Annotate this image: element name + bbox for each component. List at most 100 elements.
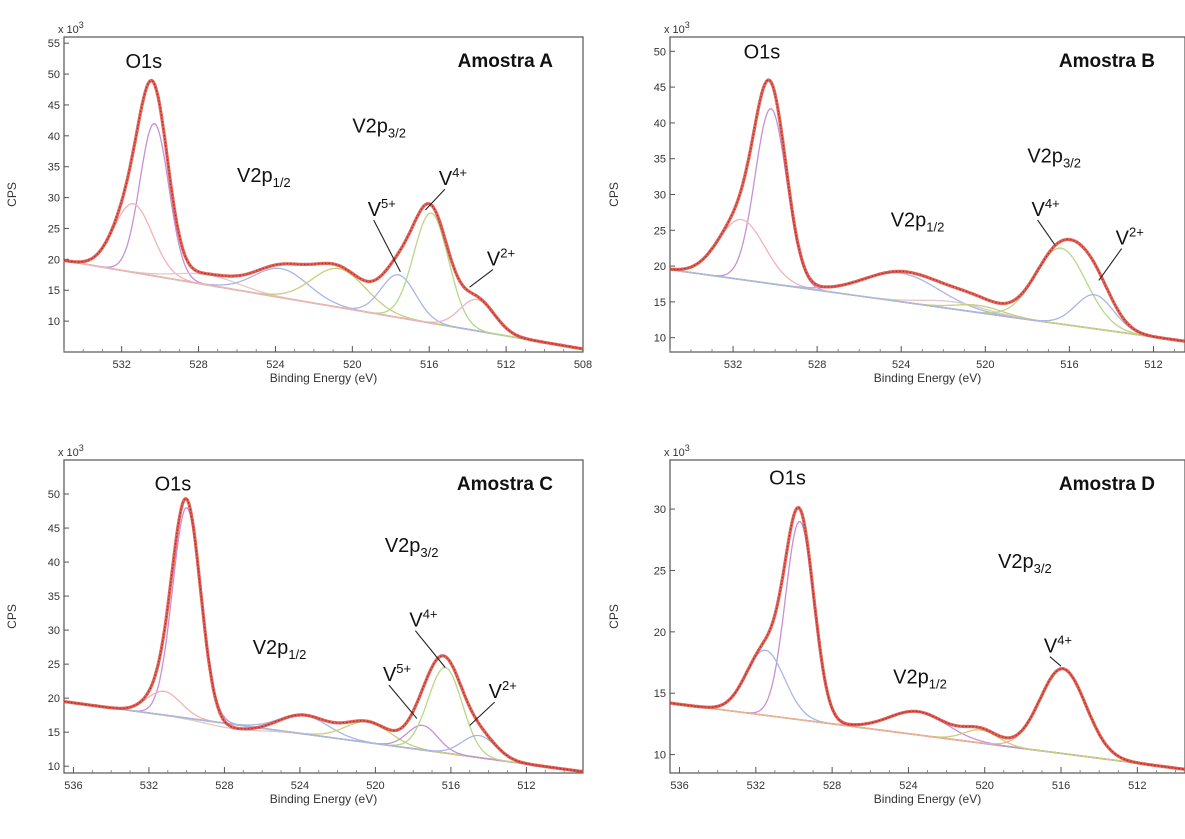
x-tick-label: 512 [1144,359,1162,371]
annotation-main: V [383,664,397,686]
plot-frame [63,459,584,774]
annotation-main: V [489,681,503,703]
y-tick-label: 20 [48,693,60,705]
peak-annotation: V2p1/2 [253,637,307,662]
x-tick-label: 512 [497,359,515,371]
sample-title: Amostra D [1059,474,1155,495]
annotation-main: V [1116,228,1130,250]
annotation-superscript: 2+ [502,678,517,693]
peak-annotation: V5+ [383,661,411,686]
annotation-subscript: 3/2 [420,545,438,560]
spectrum-data-points [63,79,584,350]
xps-chart-a: 10 15 20 25 30 35 40 45 50 55 532 528 524 520 516 512 50… [5,20,592,385]
peak-annotation: O1s [769,468,806,490]
annotation-main: V [439,168,453,190]
y-tick-label: 10 [48,761,60,773]
y-tick-label: 30 [48,193,60,205]
y-tick-label: 40 [654,118,666,130]
annotation-main: V2p [998,551,1034,573]
y-axis-label: CPS [5,604,19,629]
y-tick-label: 50 [48,69,60,81]
annotation-leader [1098,248,1123,281]
annotation-main: V [368,199,382,221]
peak-annotation: V2p1/2 [891,210,945,235]
y-axis-label: CPS [607,182,621,207]
x-tick-label: 528 [215,780,233,792]
x-tick-label: 512 [517,780,535,792]
plot-frame [63,36,584,353]
xps-chart-d: 10 15 20 25 30 536 532 528 524 520 516 512 Binding E… [607,443,1185,806]
annotation-main: V2p [352,116,388,138]
y-tick-label: 50 [654,46,666,58]
y-scale-exponent: 3 [685,20,690,30]
y-tick-label: 20 [654,627,666,639]
x-axis-label: Binding Energy (eV) [270,371,377,385]
x-tick-label: 528 [808,359,826,371]
y-tick-label: 20 [654,261,666,273]
annotation-main: V2p [237,165,273,187]
y-tick-label: 25 [48,223,60,235]
annotation-subscript: 3/2 [388,126,406,141]
y-tick-label: 45 [48,100,60,112]
x-tick-label: 520 [976,780,994,792]
y-tick-label: 10 [654,333,666,345]
sample-title: Amostra A [458,51,554,72]
annotation-leader [388,684,418,719]
spectrum-envelope [63,496,584,774]
x-axis-label: Binding Energy (eV) [270,792,377,806]
annotation-superscript: 4+ [423,607,438,622]
y-scale-exponent: 3 [79,20,84,30]
annotation-leader [424,188,446,211]
x-tick-label: 524 [291,780,309,792]
xps-panel-d: 10 15 20 25 30 536 532 528 524 520 516 512 Binding E… [602,438,1185,839]
component-peak-7 [669,269,1185,342]
y-tick-label: 25 [48,659,60,671]
peak-annotation: V4+ [1032,196,1060,221]
annotation-leader [469,701,496,726]
peak-annotation: V5+ [368,196,396,221]
peak-annotation: V2+ [487,246,515,271]
annotation-subscript: 1/2 [929,676,947,691]
spectrum-data-points [63,497,584,773]
annotation-leader [373,219,401,272]
annotation-main: V2p [893,666,929,688]
peak-annotation: V2p1/2 [893,666,947,691]
annotation-superscript: 2+ [1129,225,1144,240]
y-scale-exponent: 3 [685,443,690,453]
peak-annotation: V2p1/2 [237,165,291,190]
peak-annotation: O1s [744,41,781,63]
annotation-main: V2p [385,535,421,557]
annotation-superscript: 2+ [500,246,515,261]
x-tick-label: 516 [1052,780,1070,792]
y-tick-label: 55 [48,38,60,50]
y-axis-label: CPS [607,604,621,629]
annotation-main: O1s [155,474,192,496]
y-tick-label: 20 [48,254,60,266]
annotation-subscript: 1/2 [288,647,306,662]
annotation-main: V [1032,199,1046,221]
annotation-subscript: 3/2 [1034,561,1052,576]
annotation-main: V2p [253,637,289,659]
annotation-main: O1s [769,468,806,490]
xps-chart-c: 10 15 20 25 30 35 40 45 50 536 532 528 524 520 516 512 B… [5,443,584,806]
y-tick-label: 40 [48,131,60,143]
x-axis-label: Binding Energy (eV) [874,371,981,385]
x-tick-label: 524 [899,780,917,792]
y-tick-label: 15 [654,297,666,309]
x-tick-label: 520 [343,359,361,371]
xps-chart-b: 10 15 20 25 30 35 40 45 50 532 528 524 520 516 512 Bind… [607,20,1185,385]
x-tick-label: 536 [64,780,82,792]
sample-title: Amostra C [457,474,553,495]
x-tick-label: 532 [140,780,158,792]
y-tick-label: 10 [654,750,666,762]
peak-annotation: O1s [126,51,163,73]
y-scale-factor: x 103 [58,443,84,459]
x-tick-label: 516 [1060,359,1078,371]
peak-annotation: V2p3/2 [1027,145,1081,170]
annotation-superscript: 4+ [1057,633,1072,648]
y-tick-label: 30 [654,190,666,202]
y-tick-label: 35 [48,162,60,174]
annotation-subscript: 3/2 [1063,155,1081,170]
peak-annotation: O1s [155,474,192,496]
y-tick-label: 30 [48,625,60,637]
